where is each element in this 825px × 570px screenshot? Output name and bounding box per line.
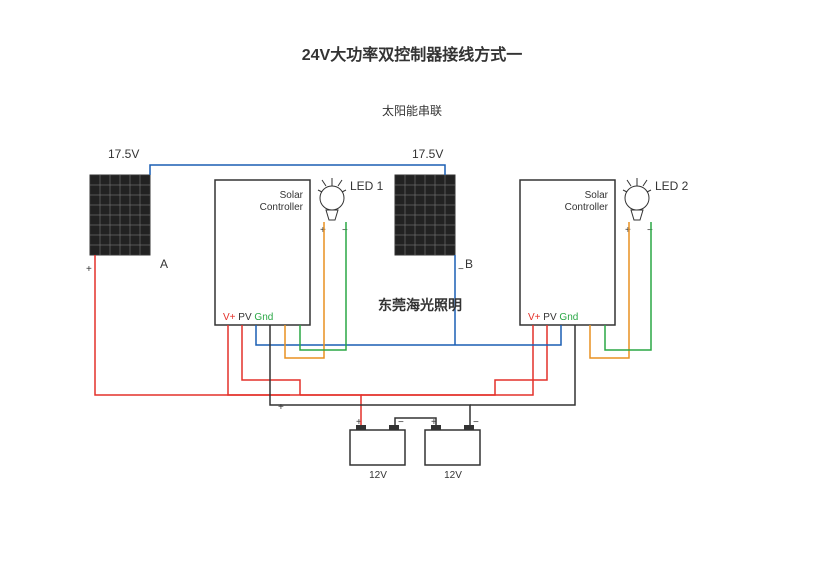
title: 24V大功率双控制器接线方式一	[302, 45, 522, 64]
led-1-icon	[318, 178, 346, 220]
bus-plus: +	[278, 402, 284, 413]
solar-panel-a	[90, 175, 150, 255]
subtitle: 太阳能串联	[382, 103, 442, 118]
battery-1-label: 12V	[369, 470, 387, 481]
solar-panel-b	[395, 175, 455, 255]
led-2-plus: +	[625, 225, 631, 236]
watermark: 东莞海光照明	[378, 297, 462, 313]
battery-2-label: 12V	[444, 470, 462, 481]
svg-text:V+ PV Gnd: V+ PV Gnd	[223, 312, 273, 323]
battery-2	[425, 425, 480, 465]
panel-b-voltage: 17.5V	[412, 147, 443, 161]
led-1-plus: +	[320, 225, 326, 236]
panel-a-plus: +	[86, 264, 92, 275]
led-2-minus: −	[647, 225, 653, 236]
controller-2: Solar Controller V+ PV Gnd	[520, 180, 615, 325]
panel-b-minus: −	[458, 264, 464, 275]
svg-text:Controller: Controller	[260, 202, 304, 213]
battery-2-minus: −	[473, 417, 479, 428]
led-2-label: LED 2	[655, 179, 689, 193]
svg-text:Solar: Solar	[280, 190, 304, 201]
panel-a-label: A	[160, 257, 168, 271]
svg-text:V+ PV Gnd: V+ PV Gnd	[528, 312, 578, 323]
led-1-label: LED 1	[350, 179, 384, 193]
svg-text:Controller: Controller	[565, 202, 609, 213]
led-2-icon	[623, 178, 651, 220]
panel-b-label: B	[465, 257, 473, 271]
svg-text:Solar: Solar	[585, 190, 609, 201]
led-1-minus: −	[342, 225, 348, 236]
battery-1	[350, 425, 405, 465]
panel-a-voltage: 17.5V	[108, 147, 139, 161]
controller-1: Solar Controller V+ PV Gnd	[215, 180, 310, 325]
